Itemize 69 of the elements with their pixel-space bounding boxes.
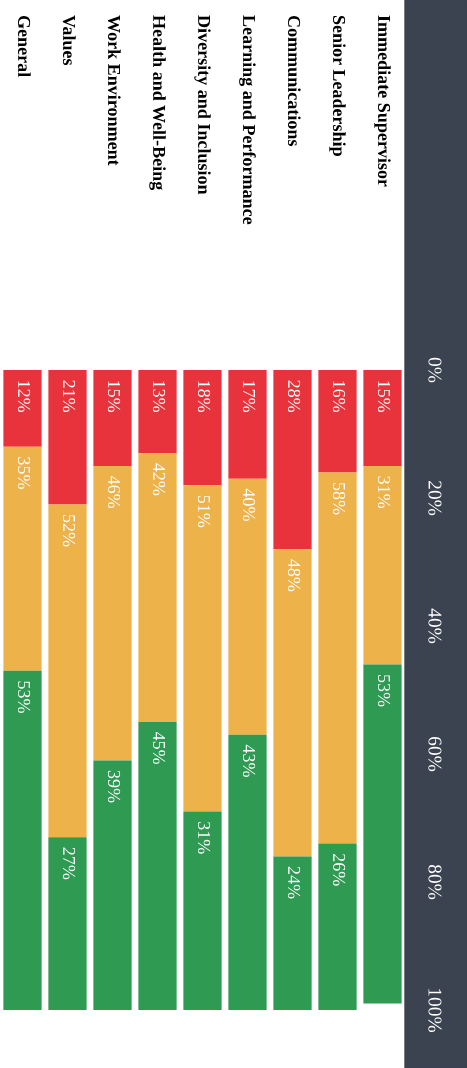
data-label: 35% bbox=[17, 457, 31, 489]
bar bbox=[183, 811, 222, 1010]
data-label: 52% bbox=[62, 515, 76, 547]
x-tick-label: General bbox=[17, 15, 31, 77]
data-label: 58% bbox=[332, 483, 346, 515]
bar bbox=[183, 370, 222, 486]
y-tick-label: 100% bbox=[428, 989, 442, 1033]
bar bbox=[363, 370, 402, 466]
data-label: 15% bbox=[107, 381, 121, 413]
data-label: 24% bbox=[287, 866, 301, 899]
data-label: 28% bbox=[287, 380, 301, 413]
data-label: 42% bbox=[152, 463, 166, 496]
bar bbox=[273, 856, 312, 1010]
bar bbox=[3, 670, 42, 1010]
bar bbox=[318, 370, 357, 473]
data-label: 51% bbox=[197, 495, 211, 528]
bar bbox=[138, 722, 177, 1010]
y-tick-label: 60% bbox=[428, 737, 442, 772]
data-label: 27% bbox=[62, 847, 76, 880]
data-label: 13% bbox=[152, 381, 166, 413]
y-tick-label: 40% bbox=[428, 608, 442, 644]
y-tick-label: 80% bbox=[428, 864, 442, 900]
bar bbox=[318, 843, 357, 1010]
bar bbox=[363, 466, 402, 665]
bar bbox=[93, 760, 132, 1010]
data-label: 53% bbox=[377, 675, 391, 707]
data-label: 46% bbox=[107, 475, 121, 509]
x-tick-label: Immediate Supervisor bbox=[374, 15, 391, 187]
x-tick-label: Work Environment bbox=[107, 15, 121, 166]
bar bbox=[93, 370, 132, 466]
data-label: 39% bbox=[107, 770, 121, 803]
bar bbox=[273, 549, 312, 857]
y-tick-label: 0% bbox=[428, 357, 442, 383]
x-tick-label: Learning and Performance bbox=[239, 15, 256, 225]
bar bbox=[138, 370, 177, 454]
x-tick-label: Communications bbox=[287, 15, 301, 146]
bar bbox=[93, 466, 132, 761]
data-label: 40% bbox=[242, 488, 256, 521]
bar bbox=[183, 485, 222, 812]
bar bbox=[3, 370, 42, 447]
data-label: 53% bbox=[17, 681, 31, 713]
x-tick-label: Diversity and Inclusion bbox=[194, 15, 211, 195]
bar bbox=[228, 370, 267, 479]
bar bbox=[363, 664, 402, 1004]
data-label: 31% bbox=[377, 476, 391, 509]
bar bbox=[48, 370, 87, 505]
bar bbox=[48, 504, 87, 838]
data-label: 43% bbox=[242, 744, 256, 777]
data-label: 21% bbox=[62, 380, 76, 413]
data-label: 48% bbox=[287, 559, 301, 592]
x-tick-label: Health and Well-Being bbox=[149, 15, 166, 191]
data-label: 17% bbox=[242, 381, 256, 413]
x-tick-label: Values bbox=[62, 15, 76, 66]
data-label: 16% bbox=[332, 381, 346, 413]
bar bbox=[228, 734, 267, 1010]
data-label: 15% bbox=[377, 381, 391, 413]
bar bbox=[228, 478, 267, 735]
x-tick-label: Senior Leadership bbox=[329, 15, 346, 156]
bar bbox=[138, 453, 177, 722]
bar bbox=[48, 837, 87, 1010]
bar bbox=[3, 446, 42, 671]
data-label: 31% bbox=[197, 822, 211, 854]
data-label: 45% bbox=[152, 731, 166, 765]
data-label: 26% bbox=[332, 853, 346, 886]
y-tick-label: 20% bbox=[428, 481, 442, 516]
data-label: 12% bbox=[17, 381, 31, 413]
bar bbox=[273, 370, 312, 550]
data-label: 18% bbox=[197, 381, 211, 413]
bar bbox=[318, 472, 357, 844]
